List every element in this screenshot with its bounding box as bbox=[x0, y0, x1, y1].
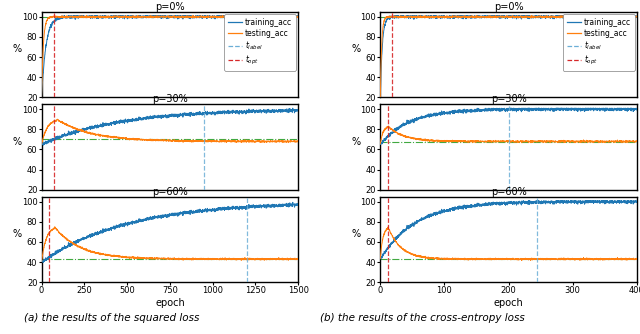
Y-axis label: %: % bbox=[13, 44, 22, 54]
Legend: training_acc, testing_acc, $t_{label}$, $t_{opt}$: training_acc, testing_acc, $t_{label}$, … bbox=[563, 14, 634, 71]
Title: p=0%: p=0% bbox=[155, 2, 185, 12]
Y-axis label: %: % bbox=[13, 229, 22, 239]
Text: (a) the results of the squared loss: (a) the results of the squared loss bbox=[24, 313, 200, 323]
X-axis label: epoch: epoch bbox=[493, 298, 524, 308]
Y-axis label: %: % bbox=[13, 137, 22, 147]
Legend: training_acc, testing_acc, $t_{label}$, $t_{opt}$: training_acc, testing_acc, $t_{label}$, … bbox=[224, 14, 296, 71]
X-axis label: epoch: epoch bbox=[155, 298, 185, 308]
Title: p=60%: p=60% bbox=[491, 186, 526, 196]
Y-axis label: %: % bbox=[351, 44, 361, 54]
Title: p=60%: p=60% bbox=[152, 186, 188, 196]
Title: p=30%: p=30% bbox=[152, 94, 188, 104]
Y-axis label: %: % bbox=[351, 137, 361, 147]
Text: (b) the results of the cross-entropy loss: (b) the results of the cross-entropy los… bbox=[320, 313, 525, 323]
Title: p=0%: p=0% bbox=[493, 2, 524, 12]
Y-axis label: %: % bbox=[351, 229, 361, 239]
Title: p=30%: p=30% bbox=[491, 94, 526, 104]
